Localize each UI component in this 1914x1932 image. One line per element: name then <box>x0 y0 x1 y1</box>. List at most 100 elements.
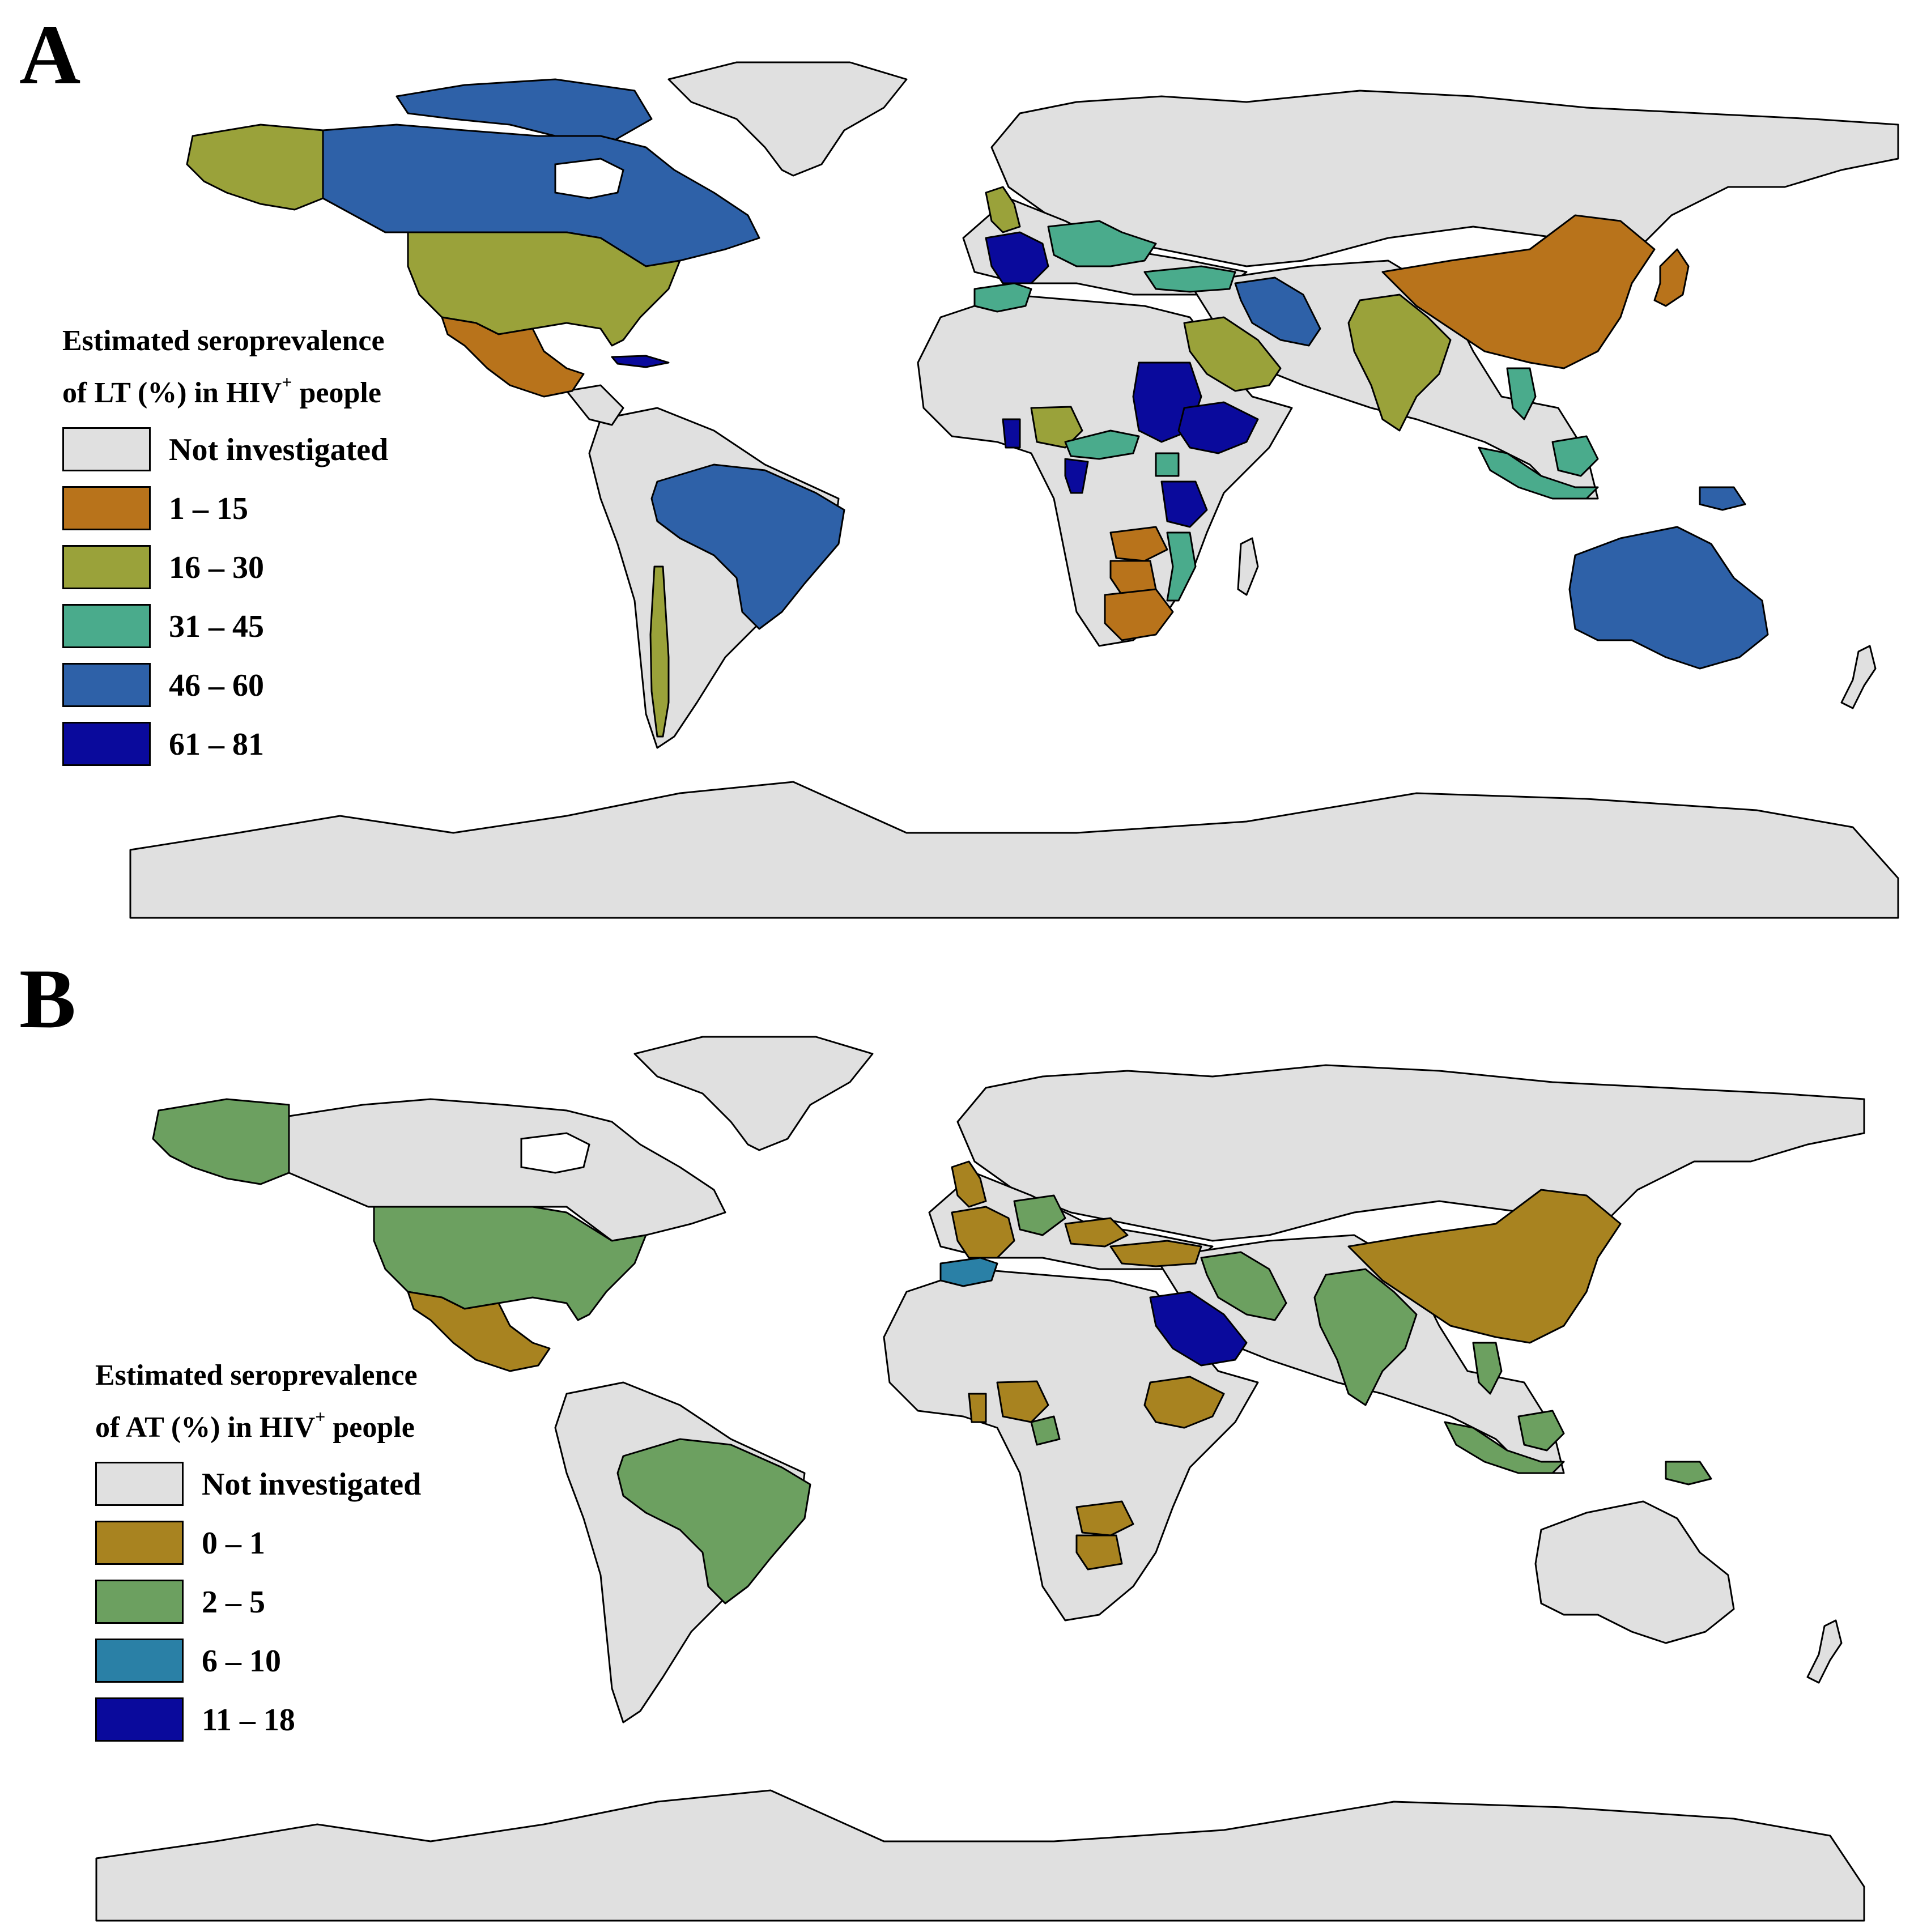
eurasia-background <box>990 90 1899 267</box>
legend-label: Not investigated <box>169 432 389 467</box>
country-france <box>951 1206 1015 1259</box>
country-alaska <box>152 1098 290 1185</box>
country-ghana <box>1002 418 1021 449</box>
country-new-zealand <box>1806 1619 1843 1684</box>
country-central-europe <box>1047 220 1157 267</box>
country-india <box>1313 1268 1418 1406</box>
country-saudi-arabia <box>1183 316 1282 392</box>
country-chile <box>649 565 670 738</box>
legend-swatch <box>62 604 151 648</box>
country-turkey <box>1143 265 1236 293</box>
country-nigeria <box>996 1380 1049 1423</box>
country-indonesia <box>1478 446 1599 500</box>
legend-item: 16 – 30 <box>62 545 385 604</box>
legend-title-b: Estimated seroprevalence of AT (%) in HI… <box>95 1359 418 1444</box>
legend-swatch <box>95 1521 184 1565</box>
africa-background <box>883 1268 1259 1622</box>
central-america-background <box>565 384 624 426</box>
world-map-a <box>129 61 1899 919</box>
country-ethiopia <box>1177 401 1259 454</box>
antarctica <box>129 781 1899 919</box>
legend-swatch <box>95 1697 184 1742</box>
country-saudi-arabia <box>1149 1291 1248 1367</box>
country-turkey <box>1109 1240 1202 1267</box>
country-central-europe <box>1013 1194 1066 1236</box>
legend-swatch <box>62 545 151 589</box>
country-zambia <box>1075 1500 1134 1537</box>
country-united-kingdom <box>951 1160 987 1208</box>
country-gabon <box>1064 458 1089 494</box>
panel-a: A Estimated seroprevalence of LT (%) in … <box>0 0 1914 929</box>
legend-item: 2 – 5 <box>95 1580 418 1639</box>
hudson-bay <box>520 1132 590 1174</box>
legend-title-a: Estimated seroprevalence of LT (%) in HI… <box>62 325 385 409</box>
country-madagascar <box>1237 537 1259 596</box>
greenland <box>633 1036 874 1151</box>
country-ethiopia <box>1143 1376 1225 1429</box>
legend-swatch <box>62 722 151 766</box>
eurasia-background <box>956 1064 1865 1242</box>
legend-label: 1 – 15 <box>169 491 248 526</box>
legend-swatch <box>62 486 151 530</box>
country-mexico <box>441 316 585 398</box>
country-spain <box>973 282 1032 313</box>
antarctica <box>95 1789 1865 1922</box>
country-japan <box>1653 248 1690 307</box>
legend-b: Estimated seroprevalence of AT (%) in HI… <box>95 1350 422 1756</box>
country-brazil <box>616 1438 811 1605</box>
country-united-kingdom <box>985 186 1021 233</box>
legend-item: 61 – 81 <box>62 722 385 781</box>
hudson-bay <box>554 158 624 199</box>
legend-a: Estimated seroprevalence of LT (%) in HI… <box>62 315 389 781</box>
legend-swatch <box>95 1462 184 1506</box>
country-australia <box>1568 526 1769 670</box>
country-balkans <box>1064 1217 1129 1248</box>
legend-label: 46 – 60 <box>169 668 264 703</box>
legend-label: 2 – 5 <box>202 1585 265 1620</box>
greenland <box>667 61 908 177</box>
panel-label-b: B <box>19 952 76 1046</box>
country-alaska <box>186 124 324 211</box>
country-thailand <box>1472 1342 1503 1395</box>
legend-swatch <box>95 1580 184 1624</box>
legend-item: 6 – 10 <box>95 1639 418 1697</box>
country-cameroon <box>1030 1415 1061 1446</box>
legend-label: 16 – 30 <box>169 550 264 585</box>
legend-swatch <box>62 663 151 707</box>
panel-label-a: A <box>19 8 81 102</box>
world-map-b <box>95 1036 1865 1922</box>
country-papua-new-guinea <box>1665 1461 1712 1486</box>
legend-swatch <box>62 427 151 471</box>
country-zambia <box>1109 526 1168 562</box>
australia-background <box>1534 1500 1735 1644</box>
legend-item: Not investigated <box>62 427 389 486</box>
country-india <box>1347 293 1452 432</box>
legend-label: Not investigated <box>202 1467 422 1502</box>
legend-item: 1 – 15 <box>62 486 385 545</box>
country-cameroon <box>1064 429 1140 460</box>
legend-label: 0 – 1 <box>202 1526 265 1561</box>
country-china <box>1381 214 1656 369</box>
country-cuba <box>611 355 670 368</box>
legend-label: 31 – 45 <box>169 609 264 644</box>
country-mozambique <box>1166 531 1197 602</box>
legend-item: Not investigated <box>95 1462 422 1521</box>
country-iran <box>1234 276 1321 347</box>
country-indonesia <box>1444 1421 1565 1474</box>
country-brazil <box>650 463 845 630</box>
country-iran <box>1200 1251 1287 1321</box>
country-spain <box>939 1257 998 1287</box>
country-france <box>985 231 1049 284</box>
country-zimbabwe <box>1075 1534 1123 1571</box>
country-ghana <box>968 1393 987 1423</box>
legend-item: 46 – 60 <box>62 663 385 722</box>
legend-item: 31 – 45 <box>62 604 385 663</box>
country-tanzania <box>1160 480 1208 528</box>
country-indonesia-borneo <box>1551 435 1599 477</box>
legend-label: 61 – 81 <box>169 727 264 762</box>
country-dr-congo <box>1155 452 1180 477</box>
legend-label: 11 – 18 <box>202 1703 295 1738</box>
legend-swatch <box>95 1639 184 1683</box>
country-thailand <box>1506 367 1537 420</box>
legend-label: 6 – 10 <box>202 1644 281 1679</box>
